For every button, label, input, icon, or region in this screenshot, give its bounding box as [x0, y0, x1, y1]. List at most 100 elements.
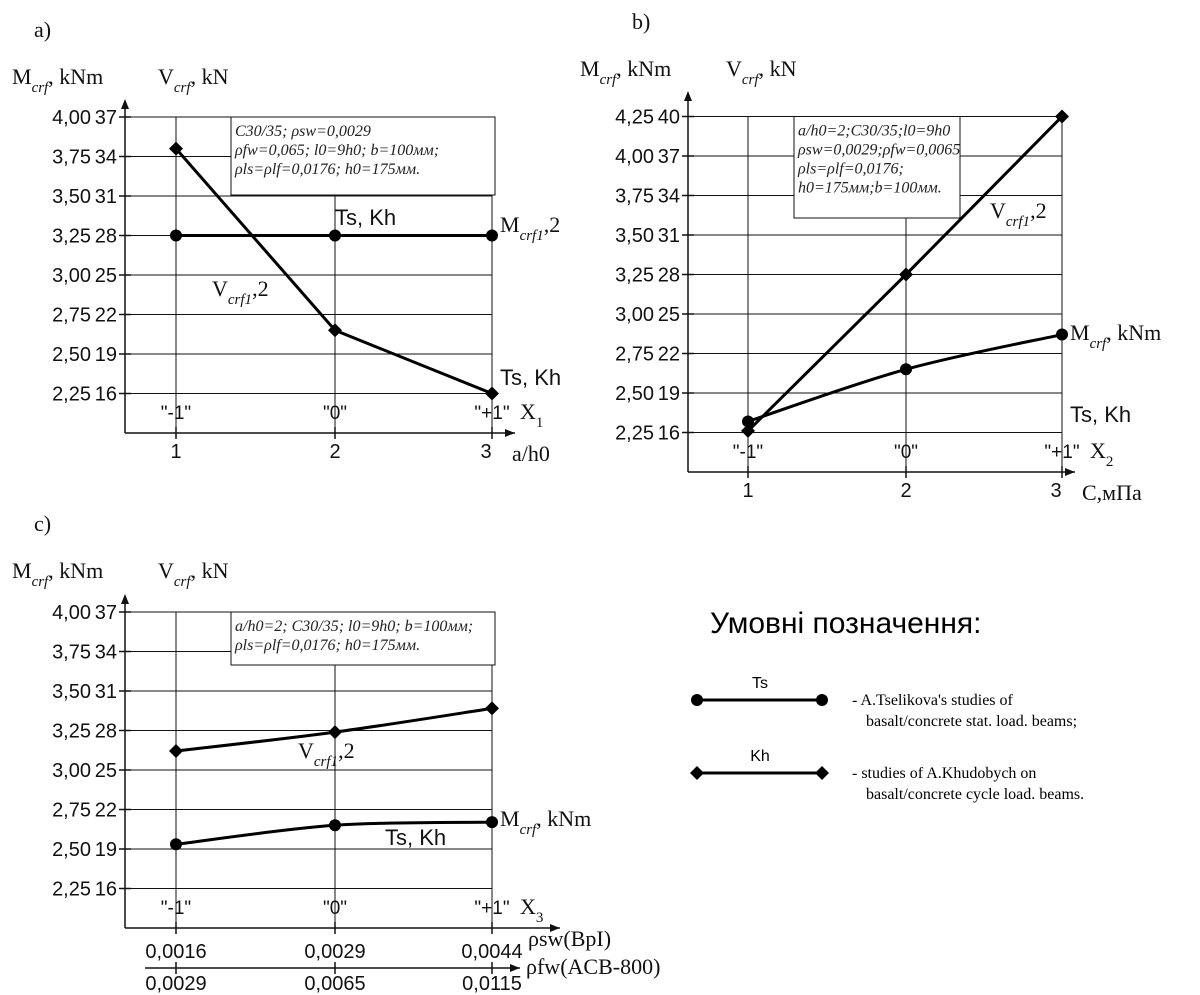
y-axis-arrow: [121, 99, 129, 109]
data-point: [328, 323, 342, 338]
legend-text: - studies of A.Khudobych on: [852, 765, 1036, 782]
v-tick-label: 28: [658, 265, 680, 287]
v-tick-label: 34: [658, 186, 680, 208]
coded-level-label: "+1": [1044, 442, 1079, 463]
legend-text: - A.Tselikova's studies of: [852, 692, 1014, 709]
coded-level-label: "-1": [161, 403, 191, 424]
x-tick-label: 1: [170, 441, 181, 463]
series-diamond: [169, 701, 499, 759]
conditions-text: ρls=ρlf=0,0176; h0=175мм.: [234, 161, 420, 178]
m-tick-label: 2,50: [615, 383, 654, 405]
panel-label: b): [632, 9, 650, 34]
conditions-box: [793, 116, 961, 219]
v-tick-label: 25: [95, 760, 117, 782]
x-axis-title: C,мПа: [1082, 480, 1142, 505]
m-tick-label: 3,50: [615, 225, 654, 247]
v-tick-label: 22: [658, 344, 680, 366]
coded-level-label: "0": [323, 898, 347, 919]
x-tick-label: 2: [900, 480, 911, 502]
data-point: [169, 141, 183, 156]
x-tick-label: 2: [329, 441, 340, 463]
right-axis-title: Vcrf, kN: [158, 64, 229, 96]
conditions-box: [230, 116, 496, 196]
v-tick-label: 16: [95, 384, 117, 406]
m-tick-label: 2,50: [52, 839, 91, 861]
m-tick-label: 3,50: [52, 681, 91, 703]
v-tick-label: 22: [95, 800, 117, 822]
chart-panel-1: a)Mcrf, kNm Vcrf, kN162,25192,50222,75253…: [12, 17, 550, 466]
series-annotation: Ts, Kh: [385, 825, 446, 850]
data-point: [741, 423, 755, 438]
chart-panel-3-extra-axes: 0,0016 0,0029 0,0044 ρsw(BpI) 0,0029 0,0065 0,…: [145, 926, 660, 995]
data-point: [169, 744, 183, 759]
x-tick-label: 3: [480, 441, 491, 463]
left-axis-title: Mcrf, kNm: [580, 56, 671, 88]
conditions-text: ρfw=0,065; l0=9h0; b=100мм;: [234, 142, 439, 159]
factor-label: X3: [520, 894, 543, 926]
data-point: [170, 229, 182, 242]
series-annotation: Ts, Kh: [500, 365, 561, 390]
coded-level-label: "-1": [733, 442, 763, 463]
coded-level-label: "-1": [161, 898, 191, 919]
data-point: [485, 386, 499, 401]
v-tick-label: 25: [95, 265, 117, 287]
m-tick-label: 2,25: [615, 423, 654, 445]
conditions-text: ρsw=0,0029;ρfw=0,0065: [797, 142, 960, 159]
v-tick-label: 19: [95, 344, 117, 366]
legend-marker: [816, 694, 828, 706]
rho-sw-tick-label: 0,0029: [304, 941, 365, 963]
rho-sw-tick-label: 0,0016: [145, 941, 206, 963]
v-tick-label: 31: [95, 186, 117, 208]
coded-level-label: "+1": [474, 898, 509, 919]
rho-fw-axis-title: ρfw(ACB-800): [526, 954, 660, 979]
m-tick-label: 3,75: [52, 642, 91, 664]
v-tick-label: 16: [95, 879, 117, 901]
conditions-text: C30/35; ρsw=0,0029: [235, 123, 371, 140]
x-axis-arrow: [505, 429, 515, 437]
x-axis-arrow: [550, 924, 560, 932]
conditions-text: a/h0=2; C30/35; l0=9h0; b=100мм;: [235, 618, 473, 635]
v-tick-label: 19: [658, 383, 680, 405]
data-point: [486, 816, 498, 829]
conditions-text: h0=175мм;b=100мм.: [798, 180, 942, 197]
v-tick-label: 19: [95, 839, 117, 861]
series-annotation: Mcrf, kNm: [1070, 320, 1161, 352]
data-point: [900, 363, 912, 376]
series-annotation: Mcrf, kNm: [500, 806, 591, 838]
series-annotation: Vcrf1,2: [212, 276, 269, 308]
left-axis-title: Mcrf, kNm: [12, 64, 103, 96]
m-tick-label: 3,50: [52, 186, 91, 208]
legend-marker: [815, 766, 829, 780]
data-point: [486, 229, 498, 242]
factor-label: X1: [520, 399, 543, 431]
series-annotation: Ts, Kh: [1070, 402, 1131, 427]
conditions-text: ρls=ρlf=0,0176;: [797, 161, 904, 178]
x-axis-title: a/h0: [512, 441, 550, 466]
rho-sw-tick-label: 0,0044: [461, 941, 522, 963]
data-point: [899, 267, 913, 282]
conditions-box: [230, 611, 496, 666]
m-tick-label: 4,25: [615, 107, 654, 129]
legend-text: basalt/concrete cycle load. beams.: [866, 786, 1084, 803]
legend-key: Kh: [750, 748, 770, 765]
y-axis-arrow: [121, 594, 129, 604]
series-line: [747, 333, 1063, 423]
series-annotation: Ts, Kh: [335, 205, 396, 230]
v-tick-label: 16: [658, 423, 680, 445]
v-tick-label: 31: [95, 681, 117, 703]
v-tick-label: 34: [95, 642, 117, 664]
legend-text: basalt/concrete stat. load. beams;: [866, 713, 1077, 730]
legend-marker: [691, 694, 703, 706]
legend: Умовні позначення: Ts - A.Tselikova's stud…: [690, 607, 1084, 803]
factor-label: X2: [1090, 438, 1113, 470]
series-annotation: Vcrf1,2: [990, 198, 1047, 230]
m-tick-label: 3,00: [52, 760, 91, 782]
m-tick-label: 3,75: [52, 147, 91, 169]
x-tick-label: 3: [1050, 480, 1061, 502]
series-circle: [742, 328, 1068, 428]
v-tick-label: 40: [658, 107, 680, 129]
m-tick-label: 4,00: [615, 146, 654, 168]
v-tick-label: 37: [95, 107, 117, 129]
m-tick-label: 3,25: [52, 721, 91, 743]
data-point: [1056, 328, 1068, 341]
